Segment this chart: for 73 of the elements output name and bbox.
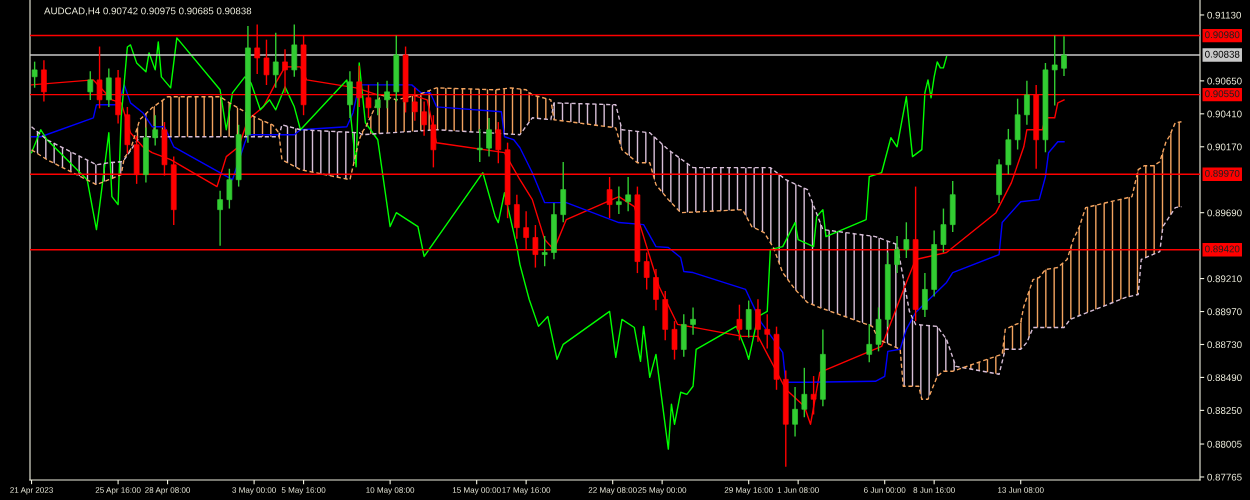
x-tick-label: 3 May 00:00 <box>232 487 276 495</box>
candlestick <box>374 81 381 116</box>
candlestick <box>421 100 427 137</box>
y-tick-label: 0.88970 <box>1207 308 1242 316</box>
candlestick <box>606 176 613 219</box>
y-tick-label: 0.91130 <box>1207 11 1241 19</box>
candlestick <box>541 235 548 267</box>
ref-line-label: 0.90980 <box>1205 31 1240 39</box>
y-tick-label: 0.89690 <box>1207 209 1242 217</box>
candlestick <box>810 375 817 416</box>
candlestick <box>347 70 353 119</box>
candlestick <box>801 367 808 418</box>
candlestick <box>653 268 659 311</box>
x-tick-label: 6 Jun 00:00 <box>864 487 906 493</box>
candlestick <box>152 114 159 147</box>
x-tick-label: 29 May 16:00 <box>724 487 773 495</box>
candlestick <box>922 272 928 318</box>
ref-line-label: 0.90550 <box>1205 90 1240 98</box>
candlestick <box>31 60 38 89</box>
candlestick <box>643 251 650 291</box>
candlestick <box>486 117 492 158</box>
x-tick-label: 21 Apr 2023 <box>10 487 53 495</box>
candlestick <box>616 185 622 215</box>
y-tick-label: 0.88490 <box>1207 374 1242 382</box>
candlestick <box>894 235 900 274</box>
x-tick-label: 8 Jun 16:00 <box>913 487 955 493</box>
candlestick <box>736 303 743 342</box>
candlestick <box>384 80 390 110</box>
candlestick <box>903 221 910 259</box>
text: AUDCAD,H4 0.90742 0.90975 0.90685 0.90838 <box>44 7 252 16</box>
candlestick <box>495 121 502 164</box>
candlestick <box>87 70 94 101</box>
candlestick <box>106 67 112 108</box>
x-tick-label: 28 Apr 08:00 <box>145 487 191 495</box>
line-series <box>30 37 948 450</box>
x-tick-label: 22 May 08:00 <box>588 487 637 495</box>
y-tick-label: 0.88005 <box>1207 440 1242 448</box>
candlestick <box>226 168 233 210</box>
x-tick-label: 25 May 00:00 <box>638 487 687 495</box>
candlestick <box>625 176 631 212</box>
candlestick <box>217 190 223 247</box>
x-tick-label: 5 May 16:00 <box>281 487 326 495</box>
y-tick-label: 0.88250 <box>1207 407 1242 415</box>
ref-line-label: 0.89970 <box>1205 169 1240 177</box>
candlestick <box>755 298 761 343</box>
x-tick-label: 17 May 16:00 <box>502 487 551 495</box>
x-tick-label: 13 Jun 08:00 <box>998 487 1044 493</box>
candlestick <box>476 128 483 163</box>
y-tick-label: 0.89210 <box>1207 275 1242 283</box>
candlestick <box>1051 34 1058 107</box>
x-tick-label: 25 Apr 16:00 <box>95 487 141 495</box>
candlestick <box>671 320 678 361</box>
x-tick-label: 15 May 00:00 <box>452 487 501 495</box>
candlestick <box>745 299 752 339</box>
y-tick-label: 0.90170 <box>1207 143 1242 151</box>
x-tick-label: 1 Jun 08:00 <box>777 487 819 493</box>
ref-line-label: 0.89420 <box>1205 245 1240 253</box>
candlestick <box>1061 35 1067 77</box>
ref-line-label: 0.90838 <box>1205 50 1240 58</box>
y-tick-label: 0.87765 <box>1207 473 1242 481</box>
candlestick <box>1024 80 1030 126</box>
candlestick <box>514 194 520 240</box>
candlestick <box>866 323 873 364</box>
candlestick <box>263 38 270 86</box>
candlestick <box>690 306 696 336</box>
candlestick <box>792 386 798 438</box>
y-tick-label: 0.90650 <box>1207 77 1242 85</box>
candlestick <box>272 32 279 89</box>
y-tick-label: 0.88730 <box>1207 341 1242 349</box>
x-tick-label: 10 May 08:00 <box>366 487 415 495</box>
y-tick-label: 0.90410 <box>1207 110 1242 118</box>
candlestick <box>764 313 771 350</box>
candlestick <box>940 207 947 254</box>
